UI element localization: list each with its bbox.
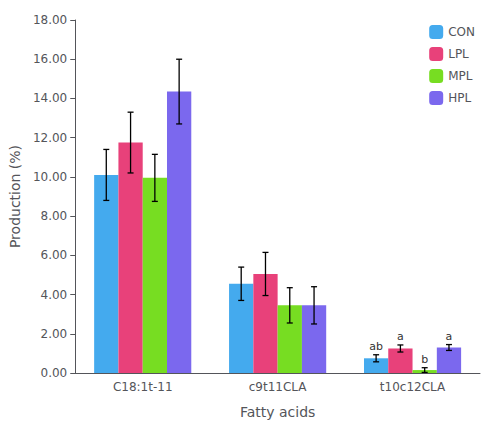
svg-text:8.00: 8.00 <box>41 209 68 223</box>
svg-text:HPL: HPL <box>448 91 471 105</box>
svg-text:ab: ab <box>369 340 383 353</box>
svg-text:12.00: 12.00 <box>33 131 67 145</box>
svg-text:c9t11CLA: c9t11CLA <box>249 380 308 394</box>
svg-text:MPL: MPL <box>448 69 473 83</box>
svg-text:LPL: LPL <box>448 47 469 61</box>
svg-text:Fatty acids: Fatty acids <box>240 404 315 420</box>
svg-text:2.00: 2.00 <box>41 327 68 341</box>
svg-text:b: b <box>421 353 428 366</box>
svg-text:18.00: 18.00 <box>33 13 67 27</box>
svg-text:6.00: 6.00 <box>41 248 68 262</box>
svg-text:a: a <box>397 330 404 343</box>
svg-text:14.00: 14.00 <box>33 91 67 105</box>
svg-text:a: a <box>446 330 453 343</box>
svg-text:C18:1t-11: C18:1t-11 <box>113 380 173 394</box>
svg-text:t10c12CLA: t10c12CLA <box>380 380 446 394</box>
svg-text:10.00: 10.00 <box>33 170 67 184</box>
svg-text:CON: CON <box>448 25 475 39</box>
svg-text:Production (%): Production (%) <box>7 145 23 248</box>
svg-text:4.00: 4.00 <box>41 288 68 302</box>
svg-text:16.00: 16.00 <box>33 52 67 66</box>
svg-text:0.00: 0.00 <box>41 366 68 380</box>
